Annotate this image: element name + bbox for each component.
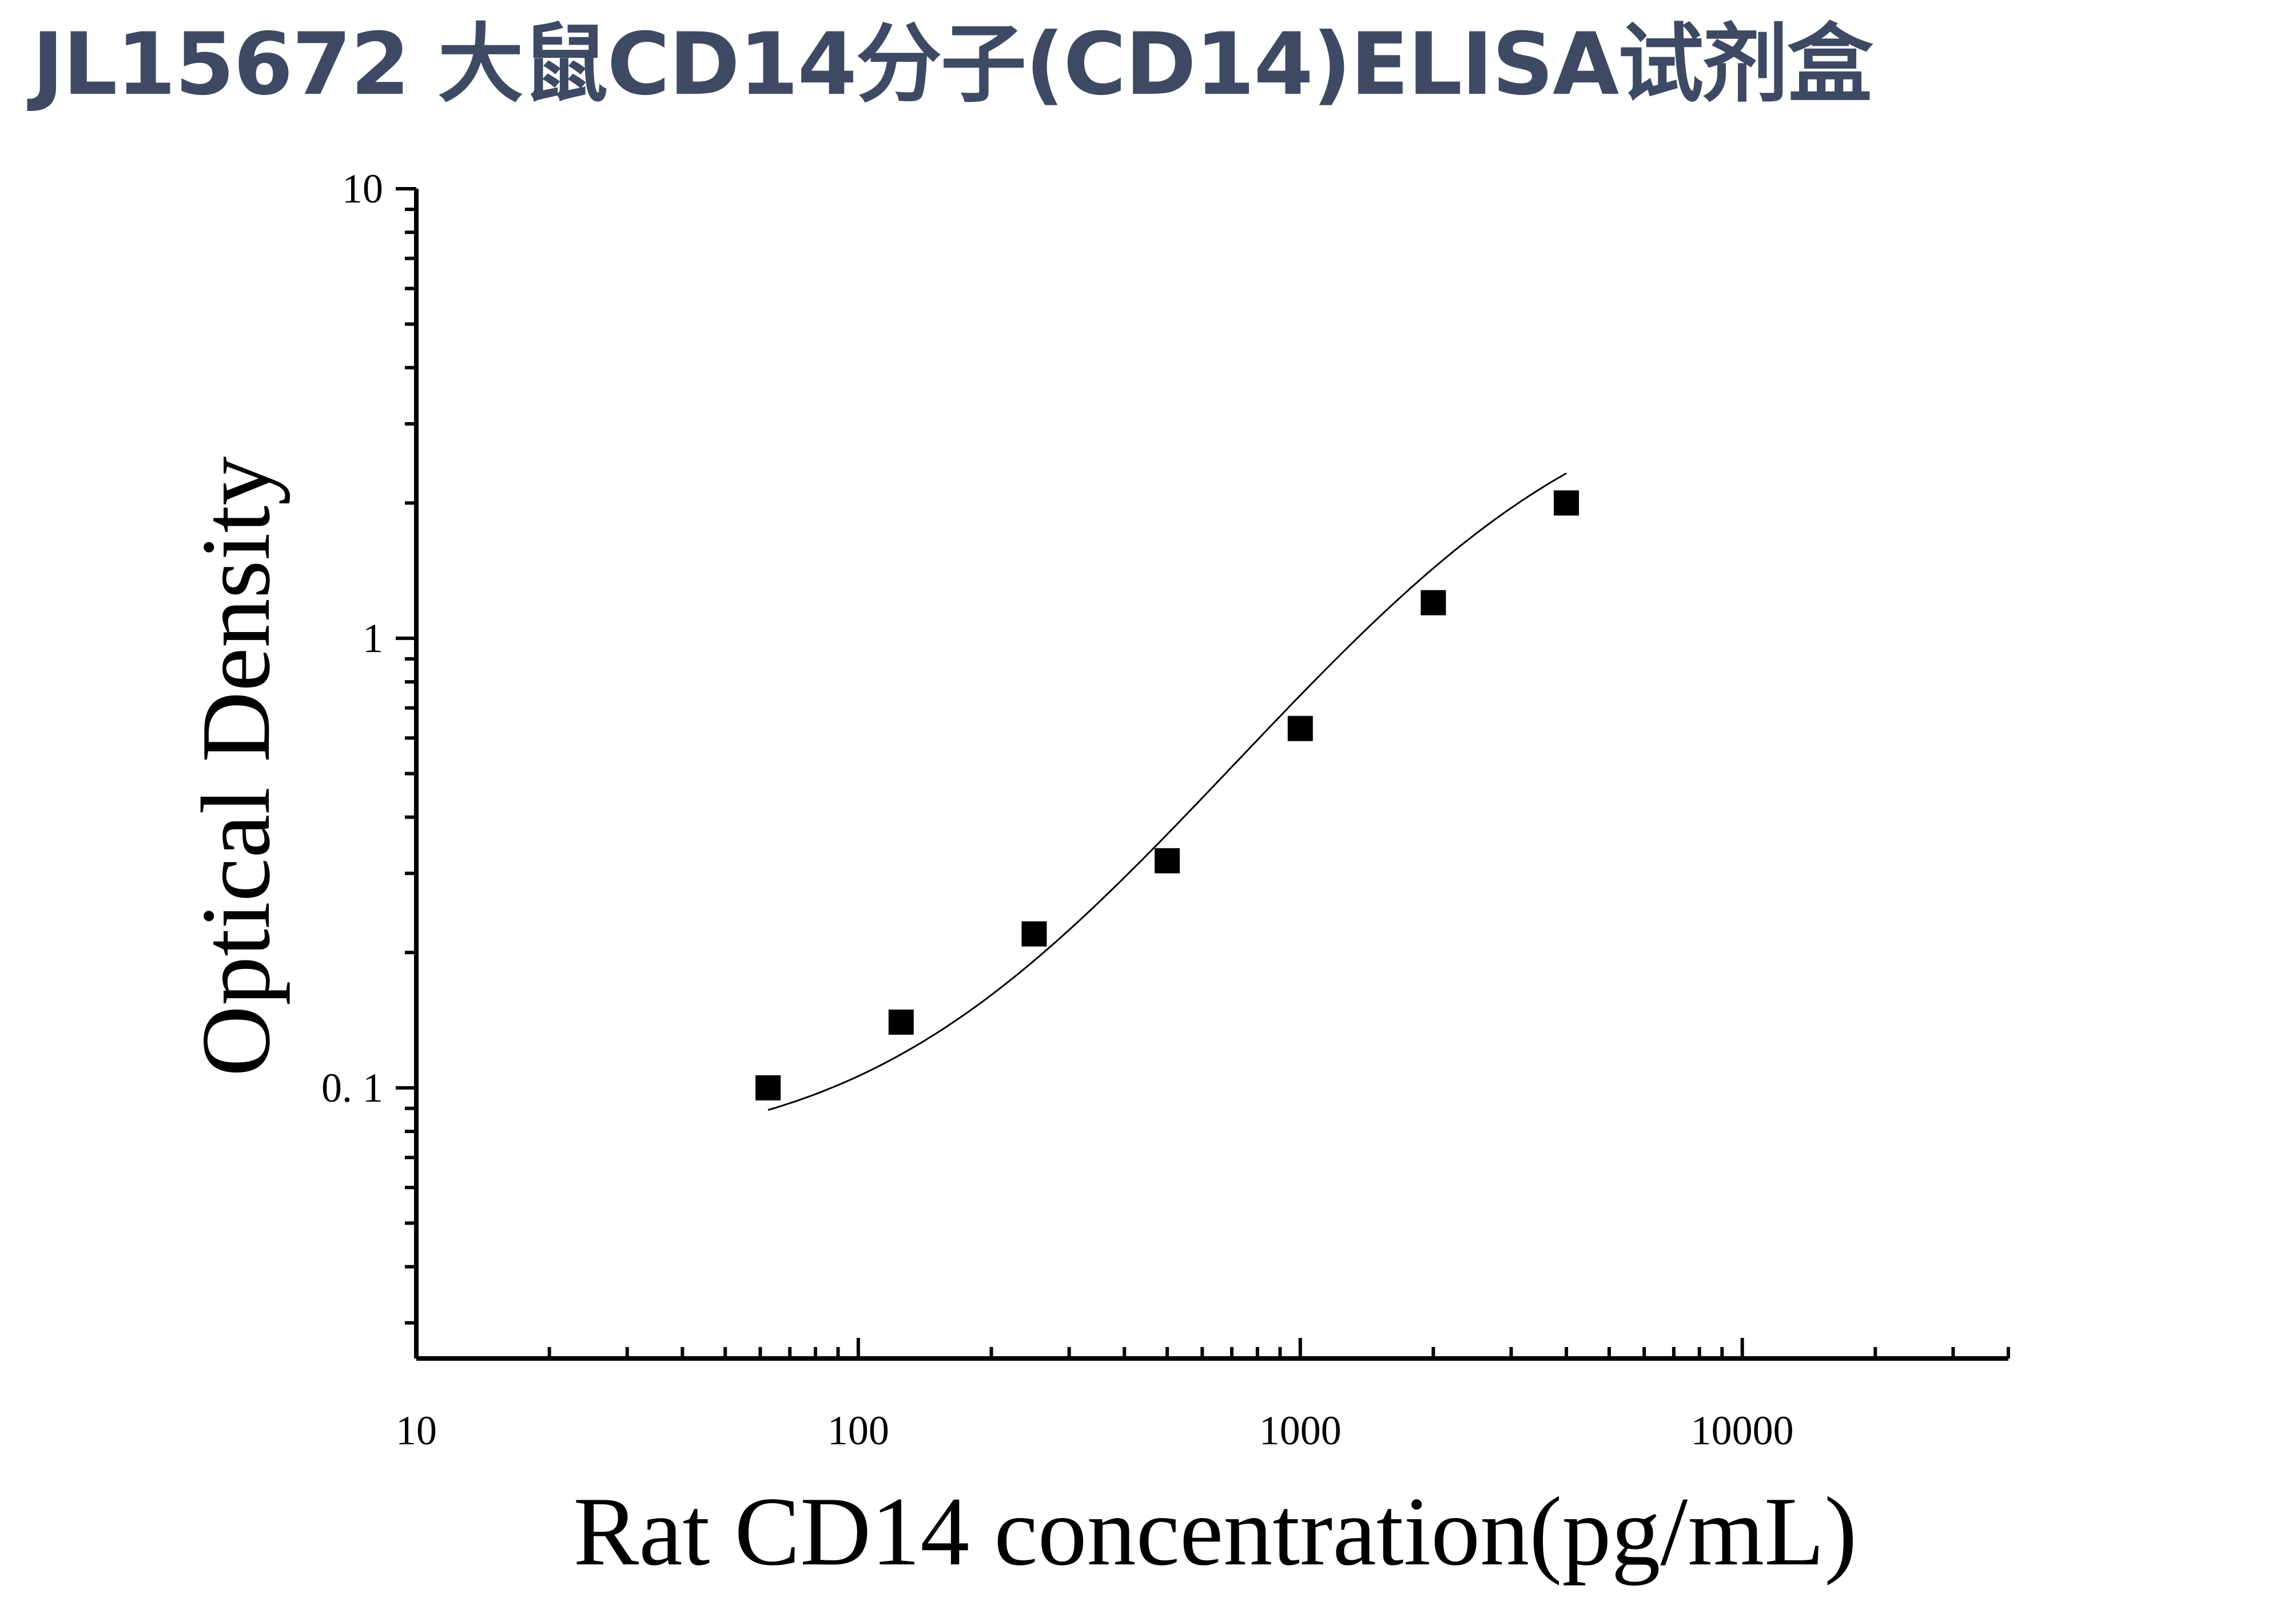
- y-tick-label: 0. 1: [321, 1065, 383, 1111]
- chart-ticks: [396, 187, 2010, 1358]
- fit-curve: [767, 472, 1567, 1111]
- data-point: [1155, 848, 1180, 873]
- data-point: [1021, 921, 1047, 947]
- x-axis-title: Rat CD14 concentration(pg/mL): [574, 1477, 1857, 1586]
- y-axis-title: Optical Density: [182, 456, 291, 1076]
- data-points: [755, 490, 1579, 1101]
- x-tick-label: 100: [827, 1408, 889, 1453]
- data-point: [755, 1075, 781, 1101]
- data-point: [1420, 590, 1446, 615]
- data-point: [888, 1009, 914, 1035]
- x-tick-label: 1000: [1259, 1408, 1342, 1453]
- data-point: [1554, 490, 1579, 516]
- chart-axes: [414, 189, 2008, 1361]
- x-tick-label: 10: [396, 1408, 437, 1453]
- data-point: [1287, 716, 1313, 741]
- page-title: JL15672 大鼠CD14分子(CD14)ELISA试剂盒: [32, 15, 1873, 114]
- chart-tick-labels: 10 100 1000 10000 0. 1 1 10: [321, 166, 1794, 1453]
- x-tick-label: 10000: [1691, 1408, 1794, 1453]
- y-tick-label: 1: [363, 615, 383, 661]
- y-tick-label: 10: [342, 166, 383, 212]
